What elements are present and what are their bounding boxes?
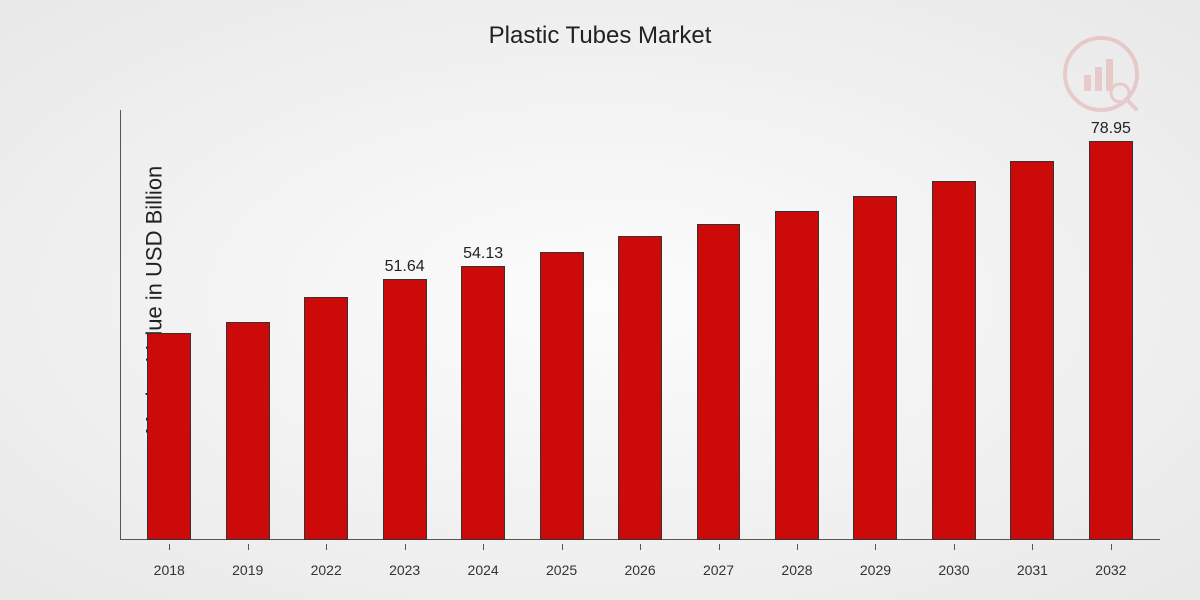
x-tick-label: 2019 [208,562,286,578]
x-tick-label: 2024 [444,562,522,578]
bar-slot [522,110,600,540]
x-tick-label: 2029 [836,562,914,578]
bar-slot [758,110,836,540]
value-label: 51.64 [385,258,425,276]
chart-title: Plastic Tubes Market [0,22,1200,50]
bar-slot: 78.95 [1072,110,1150,540]
bar [775,211,819,540]
x-tick-label: 2026 [601,562,679,578]
x-tick-label: 2031 [993,562,1071,578]
watermark-logo [1062,35,1140,118]
bar: 54.13 [461,266,505,540]
x-tick-label: 2032 [1072,562,1150,578]
value-label: 78.95 [1091,120,1131,138]
bar [540,252,584,540]
bar [226,322,270,540]
x-tick-label: 2025 [522,562,600,578]
bar-slot [208,110,286,540]
bar-slot: 54.13 [444,110,522,540]
bar [1010,161,1054,540]
bar-slot: 51.64 [365,110,443,540]
bar [853,196,897,540]
x-tick-label: 2028 [758,562,836,578]
bar [618,236,662,540]
bar: 78.95 [1089,141,1133,540]
value-label: 54.13 [463,245,503,263]
plot-area: 51.64 54.13 78.95 [120,110,1160,540]
bars-container: 51.64 54.13 78.95 [120,110,1160,540]
bar [697,224,741,540]
bar-slot [836,110,914,540]
bar [147,333,191,540]
x-tick-label: 2023 [365,562,443,578]
bar-slot [915,110,993,540]
bar-slot [287,110,365,540]
bar [304,297,348,540]
x-tick-label: 2030 [915,562,993,578]
x-tick-label: 2018 [130,562,208,578]
x-tick-label: 2027 [679,562,757,578]
x-tick-label: 2022 [287,562,365,578]
bar-slot [601,110,679,540]
x-labels-container: 2018201920222023202420252026202720282029… [120,562,1160,578]
bar-slot [993,110,1071,540]
bar [932,181,976,540]
bar-slot [679,110,757,540]
bar: 51.64 [383,279,427,540]
bar-slot [130,110,208,540]
